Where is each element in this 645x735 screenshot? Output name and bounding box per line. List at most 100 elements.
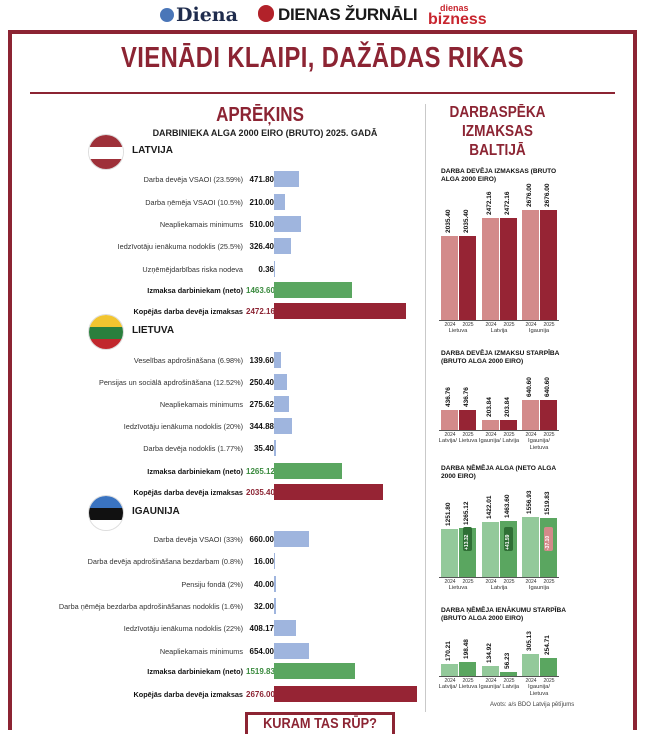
difference-badge: +13.32 (463, 527, 472, 551)
year-tick-label: 2024 (525, 579, 537, 585)
zurnali-icon (258, 5, 274, 22)
value-bar (274, 352, 282, 368)
header: Diena DIENAS ŽURNĀLI dienas bizness (0, 0, 645, 30)
row-label: Kopējās darba devēja izmaksas (133, 690, 243, 699)
chart-bar (459, 236, 476, 320)
chart-bar (540, 400, 557, 430)
chart-bar (459, 409, 476, 430)
footer-box (245, 712, 395, 734)
bar-value-label: 2472.16 (486, 191, 493, 216)
value-bar (274, 531, 310, 547)
chart-baseline (439, 577, 559, 578)
chart-bar (482, 218, 499, 320)
year-tick-label: 2025 (503, 322, 515, 328)
category-label: Lietuva (448, 328, 468, 334)
footer-link[interactable]: KURAM TAS RŪP? (263, 715, 377, 732)
flag-stripe (89, 135, 123, 147)
value-bar (274, 171, 300, 187)
row-label: Darba ņēmēja VSAOI (10.5%) (145, 198, 243, 207)
bar-value-label: 134.92 (486, 643, 493, 664)
bar-value-label: 305.13 (526, 631, 533, 651)
row-value: 654.00 (249, 647, 274, 656)
row-label: Pensiju fondā (2%) (181, 580, 243, 589)
row-label: Iedzīvotāju ienākuma nodoklis (20%) (123, 422, 243, 431)
year-tick-label: 2025 (543, 579, 555, 585)
difference-value: +13.32 (464, 534, 470, 550)
row-label: Darba devēja VSAOI (23.59%) (143, 175, 243, 184)
row-label: Izmaksa darbiniekam (neto) (147, 667, 243, 676)
year-tick-label: 2024 (444, 432, 456, 438)
flag-icon (88, 495, 124, 531)
calculation-subtitle: DARBINIEKA ALGA 2000 EIRO (BRUTO) 2025. … (152, 128, 378, 138)
source-note: Avots: a/s BDO Latvija pētījums (490, 702, 575, 708)
row-value: 1265.12 (246, 467, 275, 476)
year-tick-label: 2024 (444, 678, 456, 684)
bar-value-label: 170.21 (445, 640, 452, 661)
value-bar (274, 216, 302, 232)
bar-value-label: 1422.01 (486, 495, 493, 520)
value-bar (274, 663, 356, 679)
year-tick-label: 2025 (462, 678, 474, 684)
flag-stripe (89, 147, 123, 159)
category-label: Igaunija (528, 585, 550, 591)
category-label: Igaunija/ Latvija (478, 684, 520, 690)
value-bar (274, 396, 289, 412)
value-bar (274, 303, 406, 319)
row-label: Neapliekamais minimums (159, 400, 243, 409)
bar-value-label: 2676.00 (526, 183, 533, 208)
country-name: LIETUVA (132, 325, 175, 336)
chart-title: DARBA ŅĒMĒJA IENĀKUMU STARPĪBA (BRUTO AL… (441, 607, 566, 622)
content-frame (8, 30, 637, 730)
country-name: IGAUNIJA (132, 506, 180, 517)
flag-stripe (89, 159, 123, 169)
flag-stripe (89, 496, 123, 508)
value-bar (274, 463, 342, 479)
year-tick-label: 2025 (462, 579, 474, 585)
year-tick-label: 2025 (543, 432, 555, 438)
value-bar (274, 374, 288, 390)
chart-bar (459, 661, 476, 676)
row-value: 326.40 (249, 242, 274, 251)
flag-icon (88, 314, 124, 350)
bar-value-label: 2035.40 (445, 209, 452, 234)
row-value: 275.62 (249, 400, 274, 409)
row-value: 250.40 (249, 378, 274, 387)
row-label: Darba devēja nodoklis (1.77%) (143, 444, 243, 453)
bar-value-label: 198.48 (463, 638, 470, 659)
diena-logo[interactable]: Diena (160, 4, 238, 26)
row-value: 344.88 (249, 422, 274, 431)
chart-title: DARBA DEVĒJA IZMAKSAS (BRUTO ALGA 2000 E… (441, 168, 557, 183)
chart-bar (522, 654, 539, 676)
year-tick-label: 2025 (462, 432, 474, 438)
row-label: Neapliekamais minimums (159, 647, 243, 656)
row-label: Kopējās darba devēja izmaksas (133, 488, 243, 497)
year-tick-label: 2025 (543, 322, 555, 328)
row-value: 32.00 (253, 602, 274, 611)
row-label: Darba devēja apdrošināšana bezdarbam (0.… (87, 557, 243, 566)
value-bar (274, 418, 293, 434)
year-tick-label: 2024 (525, 432, 537, 438)
flag-stripe (89, 520, 123, 530)
chart-bar (500, 420, 517, 430)
value-bar (274, 598, 276, 614)
chart-baseline (439, 430, 559, 431)
year-tick-label: 2025 (503, 678, 515, 684)
category-label: Latvija/ Lietuva (438, 684, 478, 690)
chart-bar (540, 210, 557, 320)
value-bar (274, 238, 292, 254)
bar-value-label: 1519.83 (544, 491, 551, 516)
difference-badge: -37.10 (544, 527, 553, 551)
chart-title: DARBA ŅĒMĒJA ALGA (NETO ALGA 2000 EIRO) (441, 465, 556, 480)
row-label: Kopējās darba devēja izmaksas (133, 307, 243, 316)
difference-badge: +41.59 (504, 527, 513, 551)
row-value: 408.17 (249, 624, 274, 633)
chart-baseline (439, 320, 559, 321)
value-bar (274, 282, 353, 298)
category-label: Latvija (490, 328, 508, 334)
row-label: Iedzīvotāju ienākuma nodoklis (22%) (123, 624, 243, 633)
row-label: Izmaksa darbiniekam (neto) (147, 286, 243, 295)
chart-bar (441, 236, 458, 320)
dienas-zurnali-logo[interactable]: DIENAS ŽURNĀLI (258, 5, 418, 25)
dienas-bizness-logo[interactable]: dienas bizness (428, 3, 487, 28)
row-value: 510.00 (249, 220, 274, 229)
